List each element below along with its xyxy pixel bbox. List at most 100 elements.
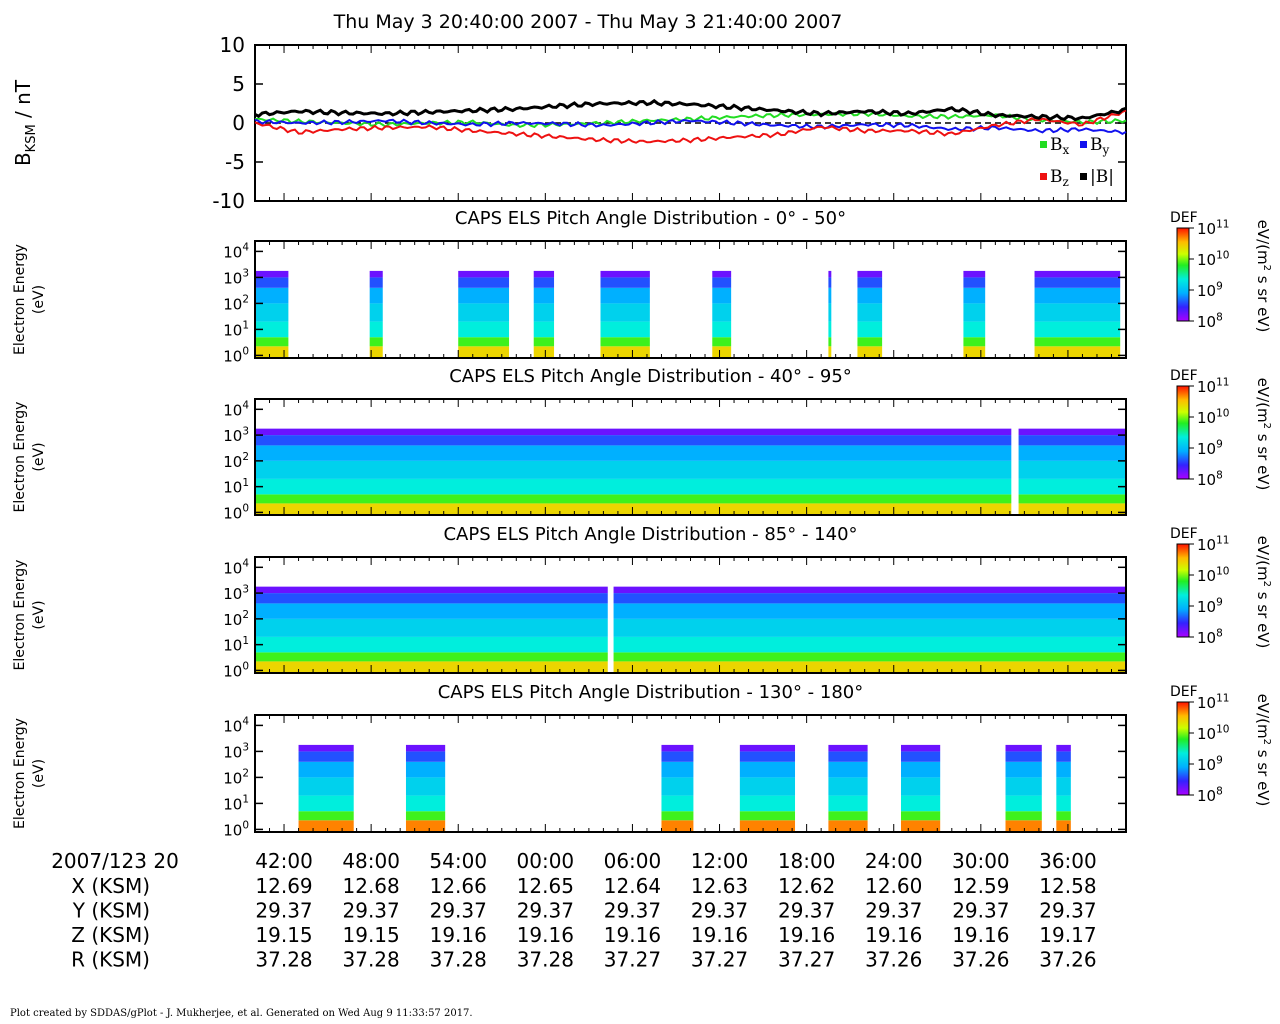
- spectrogram-cell: [828, 303, 832, 322]
- spectrogram-cell: [255, 603, 608, 619]
- legend-swatch-3: [1080, 173, 1087, 180]
- energy-tick-label: 103: [223, 425, 249, 445]
- spectrogram-cell: [405, 795, 446, 812]
- ephemeris-value: 19.16: [778, 923, 835, 947]
- spectrogram-cell: [1018, 503, 1126, 515]
- spectrogram-cell: [255, 337, 289, 347]
- spectrogram-cell: [1005, 761, 1042, 778]
- cbar-unit: eV/(m2 s sr eV): [1254, 220, 1272, 333]
- energy-axis-label: Electron Energy: [12, 244, 28, 355]
- spectrogram-cell: [255, 586, 608, 594]
- spectrogram-cell: [828, 761, 868, 778]
- spectrogram-cell: [661, 820, 694, 832]
- spectrogram-data-2: [255, 428, 1126, 515]
- cbar-tick-label: 1011: [1197, 376, 1229, 396]
- spectrogram-cell: [255, 303, 289, 322]
- footer-credit: Plot created by SDDAS/gPlot - J. Mukherj…: [10, 1008, 473, 1019]
- mag-series-z: [254, 109, 1127, 144]
- legend-label-3: |B|: [1090, 167, 1114, 187]
- energy-axis-label: Electron Energy: [12, 718, 28, 829]
- spectrogram-title-3: CAPS ELS Pitch Angle Distribution - 85° …: [443, 524, 857, 545]
- spectrogram-cell: [1005, 820, 1042, 832]
- spectrogram-cell: [739, 820, 796, 832]
- spectrogram-cell: [298, 811, 354, 821]
- time-tick-label: 18:00: [778, 849, 836, 873]
- cbar-tick-label: 108: [1197, 311, 1223, 331]
- cbar-tick-label: 109: [1197, 438, 1223, 458]
- spectrogram-cell: [1005, 795, 1042, 812]
- mag-ytick-label: -5: [225, 150, 245, 174]
- energy-tick-label: 101: [223, 477, 249, 497]
- colorbar: [1176, 701, 1190, 796]
- energy-tick-label: 101: [223, 635, 249, 655]
- spectrogram-cell: [255, 593, 608, 604]
- cbar-tick-label: 1010: [1197, 249, 1229, 269]
- spectrogram-cell: [458, 270, 510, 278]
- spectrogram-cell: [900, 811, 941, 821]
- spectrogram-cell: [600, 270, 650, 278]
- spectrogram-cell: [533, 321, 555, 338]
- energy-axis-label: Electron Energy: [12, 560, 28, 671]
- energy-tick-label: 103: [223, 268, 249, 288]
- spectrogram-cell: [255, 636, 608, 653]
- energy-axis-unit: (eV): [31, 285, 47, 314]
- spectrogram-cell: [828, 777, 868, 796]
- spectrogram-cell: [369, 321, 383, 338]
- spectrogram-cell: [857, 346, 883, 358]
- energy-tick-label: 104: [223, 558, 249, 578]
- spectrogram-cell: [613, 661, 1126, 673]
- cbar-tick-label: 108: [1197, 627, 1223, 647]
- cbar-label: DEF: [1170, 210, 1198, 226]
- spectrogram-frame-1: [254, 240, 1127, 359]
- spectrogram-cell: [600, 337, 650, 347]
- spectrogram-cell: [255, 652, 608, 662]
- spectrogram-cell: [600, 346, 650, 358]
- cbar-tick-label: 1010: [1197, 565, 1229, 585]
- spectrogram-cell: [1018, 428, 1126, 436]
- energy-tick-label: 102: [223, 609, 249, 629]
- energy-axis-label: Electron Energy: [12, 402, 28, 513]
- time-tick-label: 00:00: [517, 849, 575, 873]
- mag-ytick-label: 10: [220, 33, 245, 57]
- energy-axis-unit: (eV): [31, 759, 47, 788]
- energy-tick-label: 102: [223, 294, 249, 314]
- ephemeris-value: 19.17: [1039, 923, 1096, 947]
- spectrogram-data-4: [298, 744, 1071, 832]
- spectrogram-cell: [255, 478, 1012, 495]
- spectrogram-cell: [533, 346, 555, 358]
- energy-tick-label: 104: [223, 400, 249, 420]
- spectrogram-cell: [1005, 811, 1042, 821]
- energy-tick-label: 104: [223, 716, 249, 736]
- cbar-unit: eV/(m2 s sr eV): [1254, 378, 1272, 491]
- legend-label-1: By: [1090, 135, 1110, 157]
- colorbar: [1176, 227, 1190, 322]
- cbar-label: DEF: [1170, 526, 1198, 542]
- ephemeris-value: 12.59: [952, 874, 1009, 898]
- spectrogram-cell: [1056, 744, 1071, 752]
- cbar-tick-label: 109: [1197, 280, 1223, 300]
- ephemeris-value: 19.16: [865, 923, 922, 947]
- ephemeris-value: 12.64: [604, 874, 661, 898]
- ephemeris-row-label: Y (KSM): [72, 899, 150, 923]
- spectrogram-cell: [1056, 761, 1071, 778]
- spectrogram-cell: [255, 618, 608, 637]
- cbar-tick-label: 108: [1197, 469, 1223, 489]
- spectrogram-cell: [533, 277, 555, 288]
- time-tick-label: 30:00: [952, 849, 1010, 873]
- spectrogram-cell: [1034, 287, 1121, 304]
- spectrogram-cell: [712, 270, 732, 278]
- spectrogram-cell: [255, 460, 1012, 479]
- ephemeris-value: 29.37: [517, 899, 574, 923]
- spectrogram-cell: [1034, 321, 1121, 338]
- ephemeris-value: 37.27: [778, 948, 835, 972]
- time-tick-label: 54:00: [429, 849, 487, 873]
- ephemeris-row-label: R (KSM): [71, 948, 150, 972]
- spectrogram-cell: [255, 445, 1012, 461]
- mag-series-y: [254, 118, 1127, 136]
- ephemeris-value: 19.16: [430, 923, 487, 947]
- spectrogram-cell: [1056, 777, 1071, 796]
- spectrogram-cell: [661, 777, 694, 796]
- spectrogram-cell: [1018, 445, 1126, 461]
- cbar-tick-label: 1011: [1197, 692, 1229, 712]
